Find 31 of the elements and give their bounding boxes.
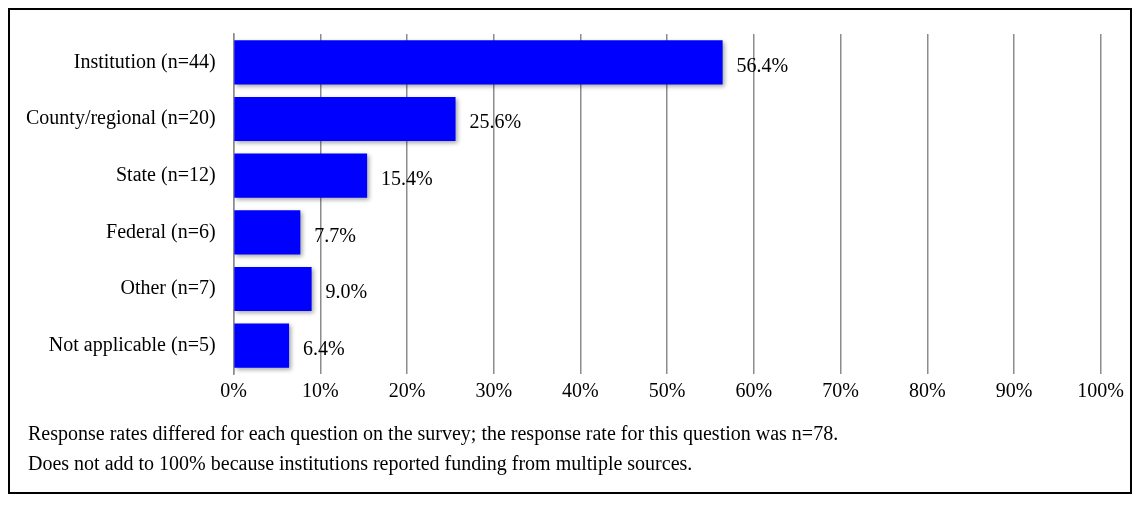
y-tick-label: Other (n=7) (120, 276, 216, 300)
text: Does not add to 100% because institutions reported funding from multiple sources. (28, 451, 694, 477)
bar (234, 153, 368, 198)
bar (234, 210, 301, 255)
bar (234, 96, 456, 142)
y-tick-label: Not applicable (n=5) (48, 332, 216, 356)
x-tick-label: 100% (1077, 379, 1125, 402)
x-tick-label: 20% (388, 379, 426, 402)
text: Response rates differed for each question on the survey; the response rate for this question was n=78. (28, 421, 840, 447)
y-tick-label: Institution (n=44) (73, 49, 216, 73)
y-tick-label: Federal (n=6) (106, 219, 216, 243)
bar (234, 266, 312, 312)
y-tick-label: County/regional (n=20) (25, 106, 216, 130)
data-label: 6.4% (303, 336, 345, 359)
x-tick-label: 70% (822, 379, 859, 402)
bar (234, 40, 723, 85)
x-tick-label: 10% (301, 379, 339, 402)
x-tick-label: 50% (648, 379, 686, 402)
x-tick-label: 80% (908, 379, 946, 402)
x-tick-label: 30% (475, 379, 513, 402)
data-label: 56.4% (736, 53, 789, 76)
x-tick-label: 90% (995, 379, 1033, 402)
x-tick-label: 60% (735, 379, 773, 402)
y-tick-label: State (n=12) (115, 162, 216, 186)
bar (234, 323, 290, 368)
x-tick-label: 0% (220, 379, 247, 402)
data-label: 9.0% (325, 280, 368, 303)
x-tick-label: 40% (562, 379, 599, 402)
data-label: 15.4% (381, 166, 433, 189)
data-label: 25.6% (469, 110, 522, 133)
data-label: 7.7% (314, 223, 357, 246)
